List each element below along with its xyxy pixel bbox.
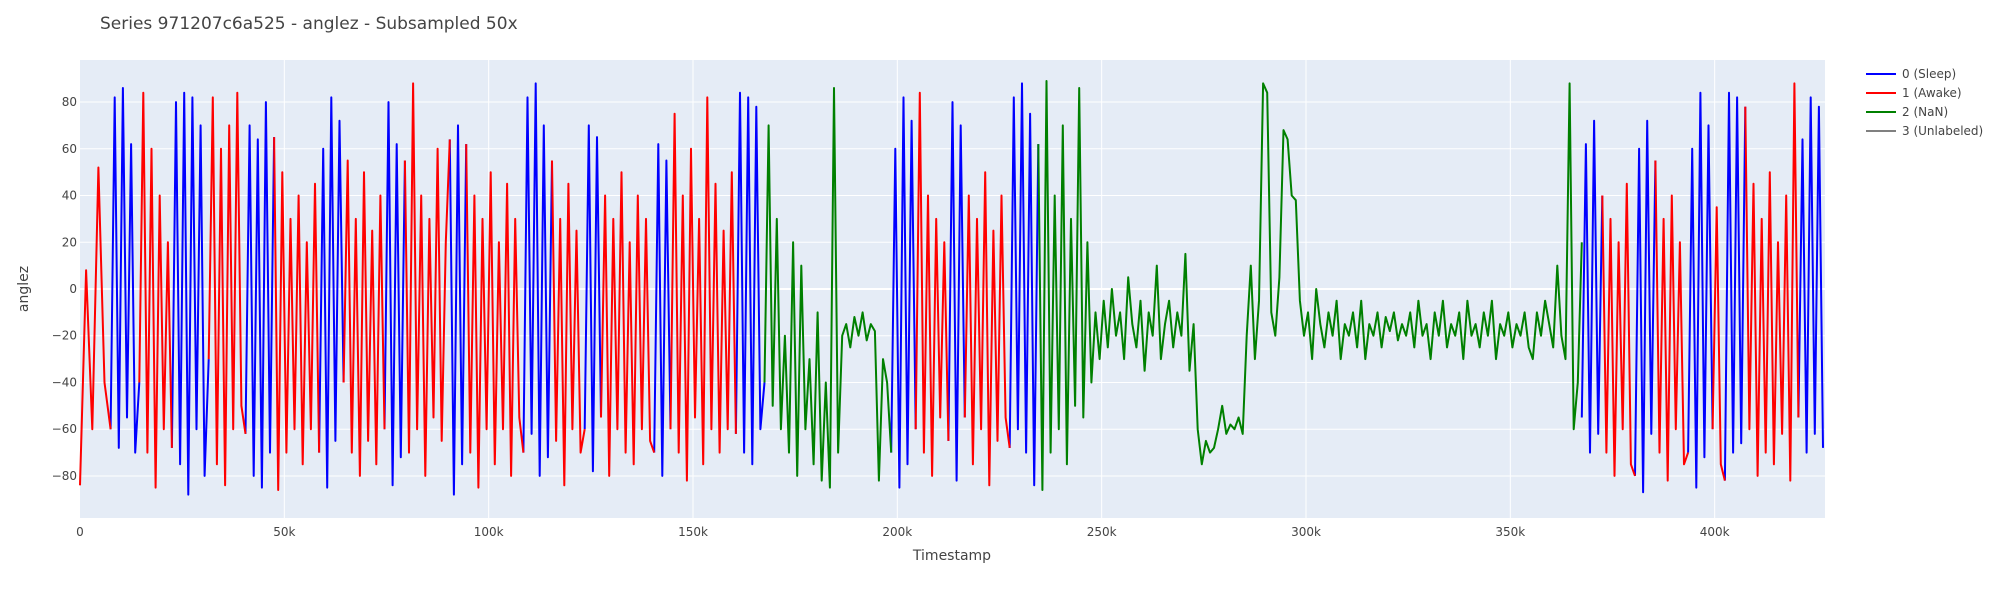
series-lines (79, 80, 1824, 496)
legend[interactable]: 0 (Sleep) 1 (Awake) 2 (NaN) 3 (Unlabeled) (1866, 67, 1983, 138)
legend-item-1-awake[interactable]: 1 (Awake) (1866, 86, 1962, 100)
series-line-0-sleep (1008, 82, 1040, 487)
x-tick-label: 100k (474, 525, 504, 539)
y-tick-label: −40 (52, 375, 77, 389)
series-line-0-sleep (1634, 119, 1657, 494)
series-line-1-awake (403, 82, 451, 477)
y-tick-label: 20 (62, 235, 77, 249)
series-line-1-awake (600, 171, 656, 477)
x-tick-label: 350k (1495, 525, 1525, 539)
x-tick-label: 300k (1291, 525, 1321, 539)
y-tick-label: 0 (69, 282, 77, 296)
axes: 0 50k 100k 150k 200k 250k 300k 350k 400k −80 −60 −4… (52, 95, 1730, 539)
series-line-1-awake (1654, 160, 1690, 482)
x-tick-label: 150k (678, 525, 708, 539)
series-line-0-sleep (583, 124, 602, 473)
y-tick-label: 60 (62, 142, 77, 156)
series-line-1-awake (273, 137, 321, 491)
series-line-1-awake (207, 91, 247, 487)
legend-label: 0 (Sleep) (1902, 67, 1956, 81)
series-line-1-awake (138, 91, 173, 489)
series-line-0-sleep (947, 101, 966, 482)
series-line-2-nan (1037, 80, 1583, 491)
legend-item-3-unlabeled[interactable]: 3 (Unlabeled) (1866, 124, 1983, 138)
y-tick-label: −80 (52, 469, 77, 483)
y-tick-label: 80 (62, 95, 77, 109)
series-line-0-sleep (244, 101, 276, 489)
series-line-1-awake (79, 166, 112, 486)
series-line-1-awake (1711, 206, 1726, 481)
y-axis-label: anglez (16, 266, 32, 312)
series-line-0-sleep (109, 87, 141, 454)
series-line-0-sleep (522, 82, 553, 477)
x-tick-label: 400k (1700, 525, 1730, 539)
series-line-1-awake (669, 96, 737, 482)
y-tick-label: −20 (52, 329, 77, 343)
series-line-1-awake (914, 91, 950, 477)
series-line-0-sleep (448, 124, 468, 496)
chart-title: Series 971207c6a525 - anglez - Subsample… (100, 14, 518, 34)
series-line-1-awake (551, 160, 586, 487)
series-line-0-sleep (1687, 91, 1714, 489)
x-tick-label: 50k (273, 525, 295, 539)
series-line-2-nan (763, 87, 893, 489)
legend-item-2-nan[interactable]: 2 (NaN) (1866, 105, 1948, 119)
series-line-0-sleep (318, 96, 345, 489)
series-line-0-sleep (1723, 91, 1747, 481)
legend-label: 3 (Unlabeled) (1902, 124, 1983, 138)
series-line-1-awake (465, 144, 525, 489)
series-line-0-sleep (1797, 96, 1824, 454)
y-tick-label: −60 (52, 422, 77, 436)
series-line-1-awake (1744, 82, 1800, 482)
series-line-0-sleep (383, 101, 406, 487)
legend-item-0-sleep[interactable]: 0 (Sleep) (1866, 67, 1956, 81)
series-line-0-sleep (890, 96, 917, 489)
y-tick-label: 40 (62, 189, 77, 203)
series-line-1-awake (342, 159, 386, 477)
x-tick-label: 250k (1087, 525, 1117, 539)
x-tick-label: 200k (882, 525, 912, 539)
series-line-0-sleep (653, 143, 672, 477)
x-tick-label: 0 (76, 525, 84, 539)
x-axis-label: Timestamp (912, 548, 991, 564)
series-line-1-awake (1601, 182, 1636, 477)
legend-label: 1 (Awake) (1902, 86, 1962, 100)
series-line-0-sleep (734, 91, 766, 466)
series-line-1-awake (963, 171, 1011, 487)
series-line-0-sleep (1580, 119, 1604, 454)
series-line-0-sleep (170, 91, 210, 496)
legend-label: 2 (NaN) (1902, 105, 1948, 119)
